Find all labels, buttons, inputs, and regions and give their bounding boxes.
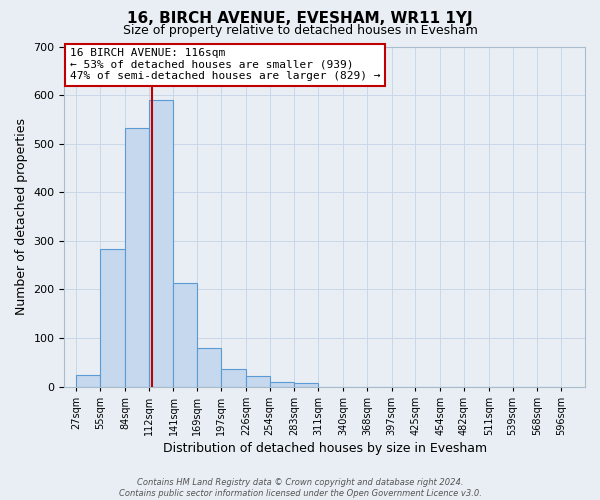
Bar [125, 128, 149, 386]
Bar [149, 100, 173, 386]
Text: Size of property relative to detached houses in Evesham: Size of property relative to detached ho… [122, 24, 478, 37]
Bar [100, 249, 125, 386]
Bar [76, 374, 100, 386]
Bar [295, 384, 319, 386]
Bar [246, 376, 270, 386]
Y-axis label: Number of detached properties: Number of detached properties [15, 118, 28, 315]
X-axis label: Distribution of detached houses by size in Evesham: Distribution of detached houses by size … [163, 442, 487, 455]
Bar [270, 382, 295, 386]
Bar [197, 348, 221, 387]
Text: 16, BIRCH AVENUE, EVESHAM, WR11 1YJ: 16, BIRCH AVENUE, EVESHAM, WR11 1YJ [127, 11, 473, 26]
Bar [173, 283, 197, 387]
Text: Contains HM Land Registry data © Crown copyright and database right 2024.
Contai: Contains HM Land Registry data © Crown c… [119, 478, 481, 498]
Text: 16 BIRCH AVENUE: 116sqm
← 53% of detached houses are smaller (939)
47% of semi-d: 16 BIRCH AVENUE: 116sqm ← 53% of detache… [70, 48, 380, 82]
Bar [221, 368, 246, 386]
